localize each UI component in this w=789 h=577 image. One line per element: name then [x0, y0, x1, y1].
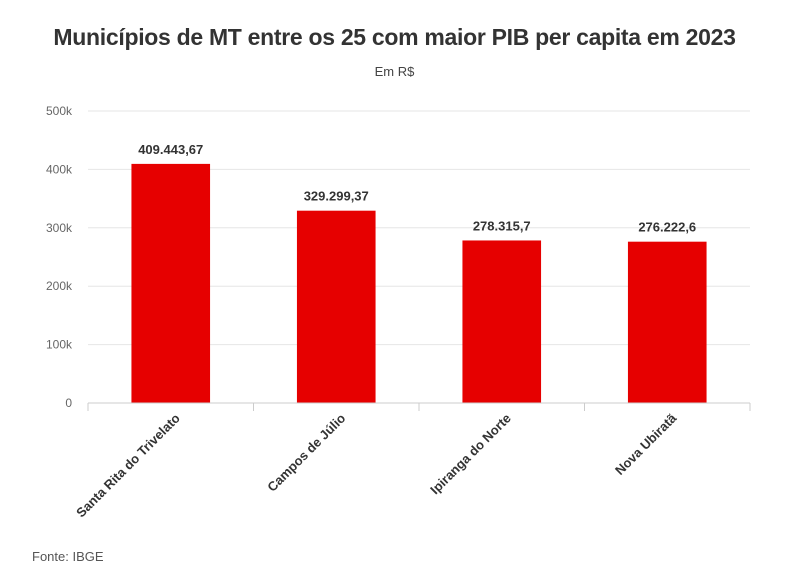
y-tick-label: 300k: [46, 221, 73, 235]
bar: [296, 210, 376, 403]
chart-subtitle: Em R$: [374, 64, 415, 79]
bars: 409.443,67 329.299,37 278.315,7 276.222,6: [131, 142, 707, 403]
y-axis: 0 100k 200k 300k 400k 500k: [46, 104, 73, 410]
data-label: 409.443,67: [138, 142, 203, 157]
source-note: Fonte: IBGE: [32, 549, 104, 564]
bar: [627, 241, 707, 403]
data-label: 329.299,37: [304, 189, 369, 204]
y-tick-label: 0: [65, 396, 72, 410]
y-tick-label: 100k: [46, 338, 73, 352]
x-tick-label: Nova Ubiratã: [612, 410, 680, 478]
x-tick-label: Santa Rita do Trivelato: [73, 410, 183, 520]
x-tick-label: Campos de Júlio: [264, 410, 348, 494]
y-tick-label: 500k: [46, 104, 73, 118]
chart-title: Municípios de MT entre os 25 com maior P…: [53, 24, 736, 50]
bar: [131, 163, 211, 403]
data-label: 278.315,7: [473, 218, 531, 233]
data-label: 276.222,6: [638, 220, 696, 235]
bar: [462, 240, 542, 403]
y-tick-label: 200k: [46, 279, 73, 293]
x-axis: Santa Rita do Trivelato Campos de Júlio Ip…: [73, 402, 751, 520]
y-tick-label: 400k: [46, 162, 73, 176]
x-tick-label: Ipiranga do Norte: [427, 411, 514, 498]
